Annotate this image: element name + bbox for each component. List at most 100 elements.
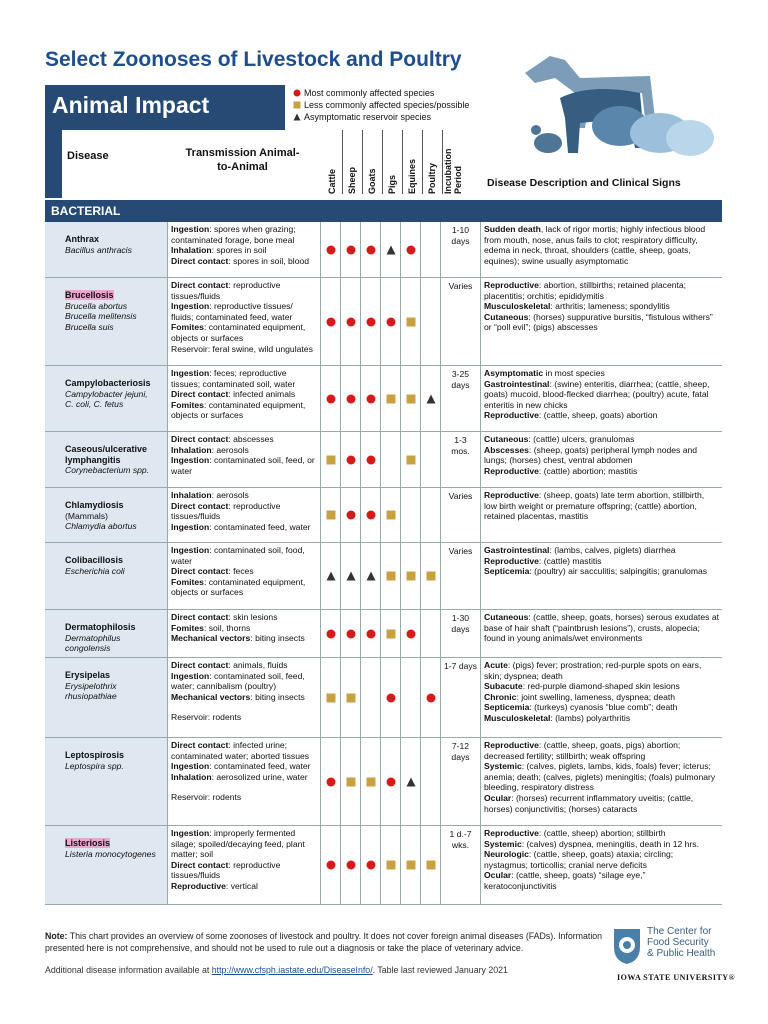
transmission-text: : skin lesions — [228, 612, 278, 622]
col-incubation: Incubation Period — [443, 148, 463, 195]
scientific-name: Leptospira spp. — [65, 760, 124, 771]
description-text: : (cattle, sheep, goats, horses) serous … — [484, 612, 720, 644]
footer-more: Additional disease information available… — [45, 965, 605, 975]
scientific-name: Erysipelothrix rhusiopathiae — [65, 680, 117, 702]
description-item: Asymptomatic in most species — [484, 368, 719, 379]
banner — [45, 85, 285, 130]
link[interactable]: http://www.cfsph.iastate.edu/DiseaseInfo… — [211, 965, 373, 975]
legend-item: Less commonly affected species/possible — [293, 99, 469, 111]
circle-symbol — [366, 455, 375, 464]
transmission-text: : reproductive tissues/fluids — [171, 859, 281, 881]
transmission-cell: Direct contact: animals, fluids Ingestion… — [167, 658, 320, 737]
transmission-text: : contaminated equipment, objects or sur… — [171, 576, 306, 598]
species-cell — [340, 278, 360, 365]
species-cell — [360, 488, 380, 542]
university: IOWA STATE UNIVERSITY® — [617, 973, 736, 982]
transmission-text: : contaminated equipment, objects or sur… — [171, 322, 306, 343]
transmission-text: : spores in soil, blood — [228, 255, 310, 266]
transmission-item: Direct contact: infected animals — [171, 389, 317, 400]
transmission-text: : aerosols — [211, 490, 249, 500]
circle-symbol — [326, 394, 335, 403]
description-label: Sudden death — [484, 224, 541, 234]
species-cell — [400, 738, 420, 825]
circle-symbol — [346, 860, 355, 870]
transmission-item: Direct contact: spores in soil, blood — [171, 256, 317, 267]
species-cell — [320, 488, 340, 542]
species-cell — [420, 738, 440, 825]
col-species: Sheep — [342, 130, 363, 194]
transmission-text: Reservoir: rodents — [171, 712, 242, 723]
description-item: Musculoskeletal: arthritis; lameness; sp… — [484, 301, 719, 312]
square-symbol — [293, 101, 301, 109]
species-cell — [320, 658, 340, 737]
species-cell — [340, 610, 360, 657]
transmission-text: : aerosolized urine, water — [211, 771, 308, 782]
col-disease: Disease — [67, 150, 109, 162]
circle-symbol — [326, 629, 335, 638]
transmission-item: Fomites: contaminated equipment, objects… — [171, 577, 317, 598]
species-cell — [400, 366, 420, 431]
square-symbol — [326, 455, 335, 464]
logo-line: Food Security — [647, 937, 709, 948]
transmission-label: Ingestion — [171, 521, 210, 532]
transmission-text: : biting insects — [250, 633, 305, 644]
species-cell — [380, 222, 400, 277]
transmission-item: Direct contact: reproductive tissues/flu… — [171, 280, 317, 301]
description-item: Neurologic: (cattle, sheep, goats) ataxi… — [484, 849, 719, 870]
incubation-cell: 1-30 days — [440, 610, 480, 657]
description-text: : (lambs) polyarthritis — [550, 712, 631, 723]
species-cell — [420, 610, 440, 657]
legend-label: Asymptomatic reservoir species — [304, 112, 432, 122]
transmission-label: Ingestion — [171, 368, 210, 378]
section-header: BACTERIAL — [45, 200, 722, 222]
description-item: Cutaneous: (cattle, sheep, goats, horses… — [484, 612, 719, 644]
description-label: Reproductive — [484, 465, 539, 476]
description-item: Septicemia: (turkeys) cyanosis “blue com… — [484, 702, 719, 713]
disease-cell: Leptospirosis Leptospira spp. — [45, 738, 167, 825]
species-cell — [360, 222, 380, 277]
description-item: Sudden death, lack of rigor mortis; high… — [484, 224, 719, 266]
transmission-label: Mechanical vectors — [171, 691, 251, 702]
disease-name: Leptospirosis — [65, 750, 125, 760]
description-item: Septicemia: (poultry) air sacculitis; sa… — [484, 566, 719, 577]
transmission-text: : spores when grazing; contaminated fora… — [171, 224, 296, 245]
transmission-label: Reproductive — [171, 880, 226, 891]
transmission-text: : infected urine; contaminated water; ab… — [171, 740, 310, 761]
transmission-item: Direct contact: reproductive tissues/flu… — [171, 501, 317, 522]
description-label: Musculoskeletal — [484, 712, 551, 723]
species-cell — [360, 610, 380, 657]
description-label: Septicemia — [484, 566, 530, 577]
description-label: Neurologic — [484, 849, 529, 860]
scientific-name: Corynebacterium spp. — [65, 465, 150, 476]
table-row: Leptospirosis Leptospira spp. Direct conta… — [45, 738, 722, 826]
description-text: , lack of rigor mortis; highly infectiou… — [484, 224, 706, 266]
transmission-cell: Ingestion: spores when grazing; contamin… — [167, 222, 320, 277]
transmission-text: : infected animals — [228, 389, 296, 400]
description-text: : (swine) enteritis, diarrhea; (cattle, … — [484, 378, 710, 410]
transmission-cell: Direct contact: skin lesions Fomites: soi… — [167, 610, 320, 657]
description-label: Chronic — [484, 691, 517, 702]
species-cell — [420, 222, 440, 277]
description-label: Gastrointestinal — [484, 378, 550, 389]
incubation-cell: 1 d.-7 wks. — [440, 826, 480, 904]
animal-silhouettes — [525, 56, 714, 156]
species-cell — [380, 658, 400, 737]
species-cell — [360, 432, 380, 487]
transmission-label: Direct contact — [171, 740, 229, 750]
description-item: Reproductive: (cattle, sheep) abortion; … — [484, 828, 719, 839]
incubation-cell: Varies — [440, 488, 480, 542]
transmission-item: Ingestion: contaminated feed, water — [171, 522, 317, 533]
transmission-item: Inhalation: aerosols — [171, 490, 317, 501]
transmission-label: Fomites — [171, 322, 204, 333]
circle-symbol — [386, 777, 395, 786]
description-cell: Sudden death, lack of rigor mortis; high… — [480, 222, 722, 277]
species-cell — [320, 826, 340, 904]
transmission-item: Fomites: soil, thorns — [171, 623, 317, 634]
incubation-cell: 1-10 days — [440, 222, 480, 277]
more-prefix: Additional disease information available… — [45, 965, 212, 975]
table-row: Campylobacteriosis Campylobacter jejuni, C… — [45, 366, 722, 432]
description-text: : (cattle, sheep, goats, pigs) abortion;… — [484, 740, 681, 761]
species-cell — [360, 366, 380, 431]
species-cell — [360, 278, 380, 365]
disease-name: Chlamydiosis — [65, 500, 124, 510]
